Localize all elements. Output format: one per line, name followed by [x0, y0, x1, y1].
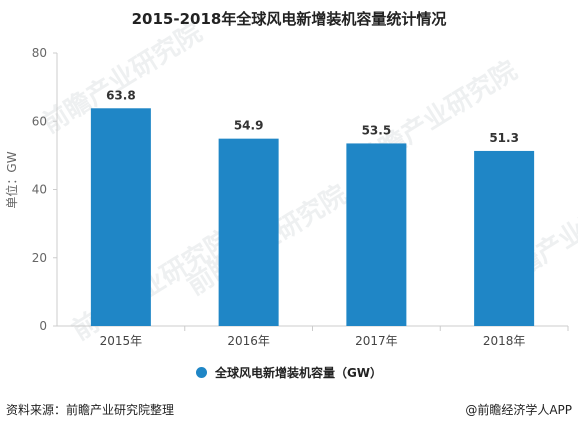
- data-label: 53.5: [362, 123, 392, 137]
- y-tick-label: 20: [32, 251, 47, 265]
- x-axis: 2015年 2016年 2017年 2018年: [57, 325, 569, 348]
- x-tick-label: 2017年: [355, 334, 398, 348]
- y-tick-label: 40: [32, 183, 47, 197]
- data-label: 63.8: [106, 88, 136, 102]
- bar: [218, 138, 279, 326]
- credit-note: @前瞻经济学人APP: [465, 402, 572, 417]
- legend-marker: [195, 367, 207, 378]
- source-note: 资料来源：前瞻产业研究院整理: [6, 402, 175, 417]
- x-tick-label: 2016年: [227, 334, 270, 348]
- y-tick-label: 80: [32, 46, 47, 60]
- y-axis: 0 20 40 60 80: [32, 46, 58, 333]
- bar: [90, 108, 151, 326]
- footer: 资料来源：前瞻产业研究院整理 @前瞻经济学人APP: [0, 398, 578, 420]
- x-tick-label: 2018年: [483, 334, 526, 348]
- y-tick-label: 60: [32, 114, 47, 128]
- data-label: 54.9: [234, 119, 264, 133]
- data-label: 51.3: [489, 131, 519, 145]
- legend-label: 全球风电新增装机容量（GW）: [214, 366, 383, 380]
- bar-series: 63.8 54.9 53.5 51.3: [90, 88, 535, 326]
- x-tick-label: 2015年: [100, 334, 143, 348]
- y-axis-label: 单位：GW: [5, 151, 19, 209]
- chart-title: 2015-2018年全球风电新增装机容量统计情况: [131, 10, 447, 28]
- y-tick-label: 0: [39, 319, 47, 333]
- bar: [346, 143, 407, 326]
- bar: [474, 150, 535, 326]
- legend: 全球风电新增装机容量（GW）: [0, 364, 578, 381]
